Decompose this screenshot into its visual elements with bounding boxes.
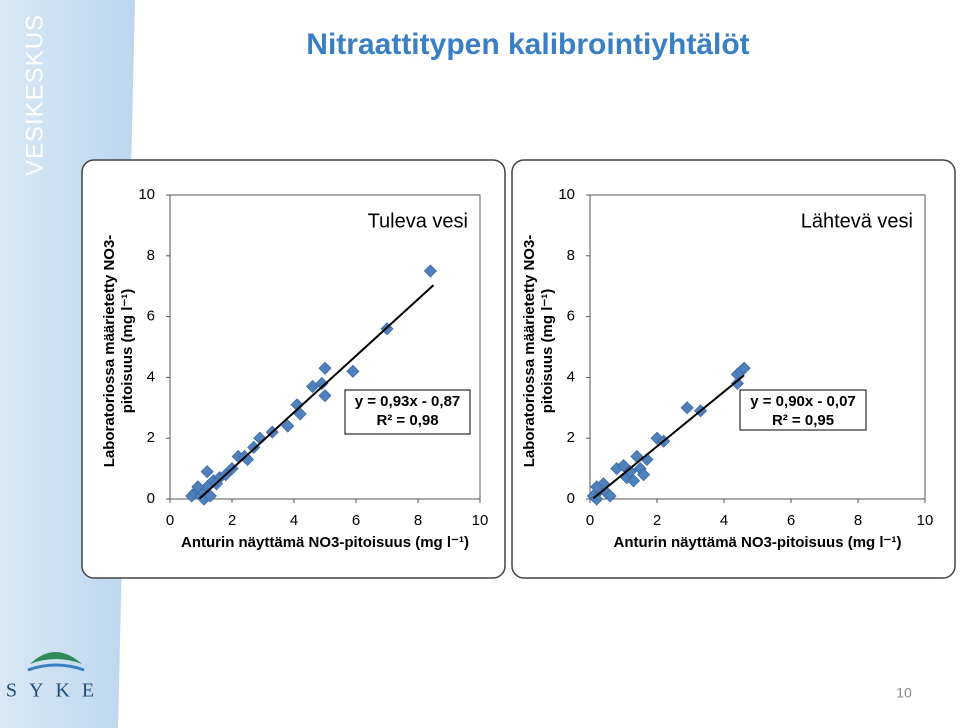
logo-text: SYKE xyxy=(6,680,106,702)
y-tick-label: 6 xyxy=(567,308,575,325)
chart-title: Tuleva vesi xyxy=(368,210,468,232)
y-tick-label: 0 xyxy=(567,490,575,507)
annotation: y = 0,90x - 0,07 xyxy=(750,393,856,410)
y-axis-label: pitoisuus (mg l⁻¹) xyxy=(539,289,556,414)
x-tick-label: 4 xyxy=(290,512,298,529)
side-label: VESIKESKUS xyxy=(21,14,48,176)
point xyxy=(200,465,214,479)
y-tick-label: 2 xyxy=(567,429,575,446)
y-axis-label: pitoisuus (mg l⁻¹) xyxy=(119,289,136,414)
annotation-box xyxy=(739,389,867,431)
x-tick-label: 10 xyxy=(472,512,489,529)
y-tick-label: 8 xyxy=(567,247,575,264)
point xyxy=(616,458,631,473)
logo-wave xyxy=(27,663,85,672)
chart-title: Lähtevä vesi xyxy=(801,210,913,232)
y-axis-label: Laboratoriossa määrietetty NO3- xyxy=(521,235,538,468)
point xyxy=(626,474,641,488)
logo xyxy=(27,652,85,672)
x-tick-label: 0 xyxy=(586,512,594,529)
point xyxy=(346,364,360,378)
x-tick-label: 6 xyxy=(787,512,795,529)
x-tick-label: 8 xyxy=(414,512,422,529)
point xyxy=(590,480,604,494)
slide-title: Nitraattitypen kalibrointiyhtälöt xyxy=(306,28,749,61)
point xyxy=(191,480,205,494)
y-tick-label: 4 xyxy=(567,368,575,385)
x-axis-label: Anturin näyttämä NO3-pitoisuus (mg l⁻¹) xyxy=(181,534,469,551)
point xyxy=(680,401,694,415)
page-number: 10 xyxy=(896,685,912,701)
point xyxy=(730,376,744,391)
point xyxy=(318,389,332,403)
logo-hill xyxy=(30,652,82,664)
point xyxy=(637,468,651,482)
annotation: R² = 0,95 xyxy=(772,412,834,429)
x-tick-label: 8 xyxy=(854,512,862,529)
annotation-box xyxy=(344,389,471,435)
x-tick-label: 2 xyxy=(653,512,661,529)
point xyxy=(203,489,217,503)
annotation: R² = 0,98 xyxy=(376,412,438,429)
plot-area xyxy=(169,194,481,500)
y-tick-label: 10 xyxy=(558,186,575,203)
y-tick-label: 4 xyxy=(147,368,155,385)
point xyxy=(281,419,295,433)
y-tick-label: 8 xyxy=(147,247,155,264)
point xyxy=(315,376,329,391)
plot-area xyxy=(589,194,926,500)
y-tick-label: 0 xyxy=(147,490,155,507)
x-axis-label: Anturin näyttämä NO3-pitoisuus (mg l⁻¹) xyxy=(614,534,902,551)
point xyxy=(423,264,437,278)
point xyxy=(737,361,751,375)
point xyxy=(603,489,617,503)
point xyxy=(318,361,332,375)
x-tick-label: 0 xyxy=(166,512,174,529)
y-axis-label: Laboratoriossa määrietetty NO3- xyxy=(101,235,118,468)
annotation: y = 0,93x - 0,87 xyxy=(355,393,461,410)
point xyxy=(293,407,307,421)
trendline xyxy=(198,284,435,500)
y-tick-label: 6 xyxy=(147,308,155,325)
y-tick-label: 2 xyxy=(147,429,155,446)
x-tick-label: 4 xyxy=(720,512,728,529)
trendline xyxy=(592,374,745,500)
x-tick-label: 2 xyxy=(228,512,236,529)
x-tick-label: 6 xyxy=(352,512,360,529)
y-tick-label: 10 xyxy=(138,186,155,203)
x-tick-label: 10 xyxy=(917,512,934,529)
